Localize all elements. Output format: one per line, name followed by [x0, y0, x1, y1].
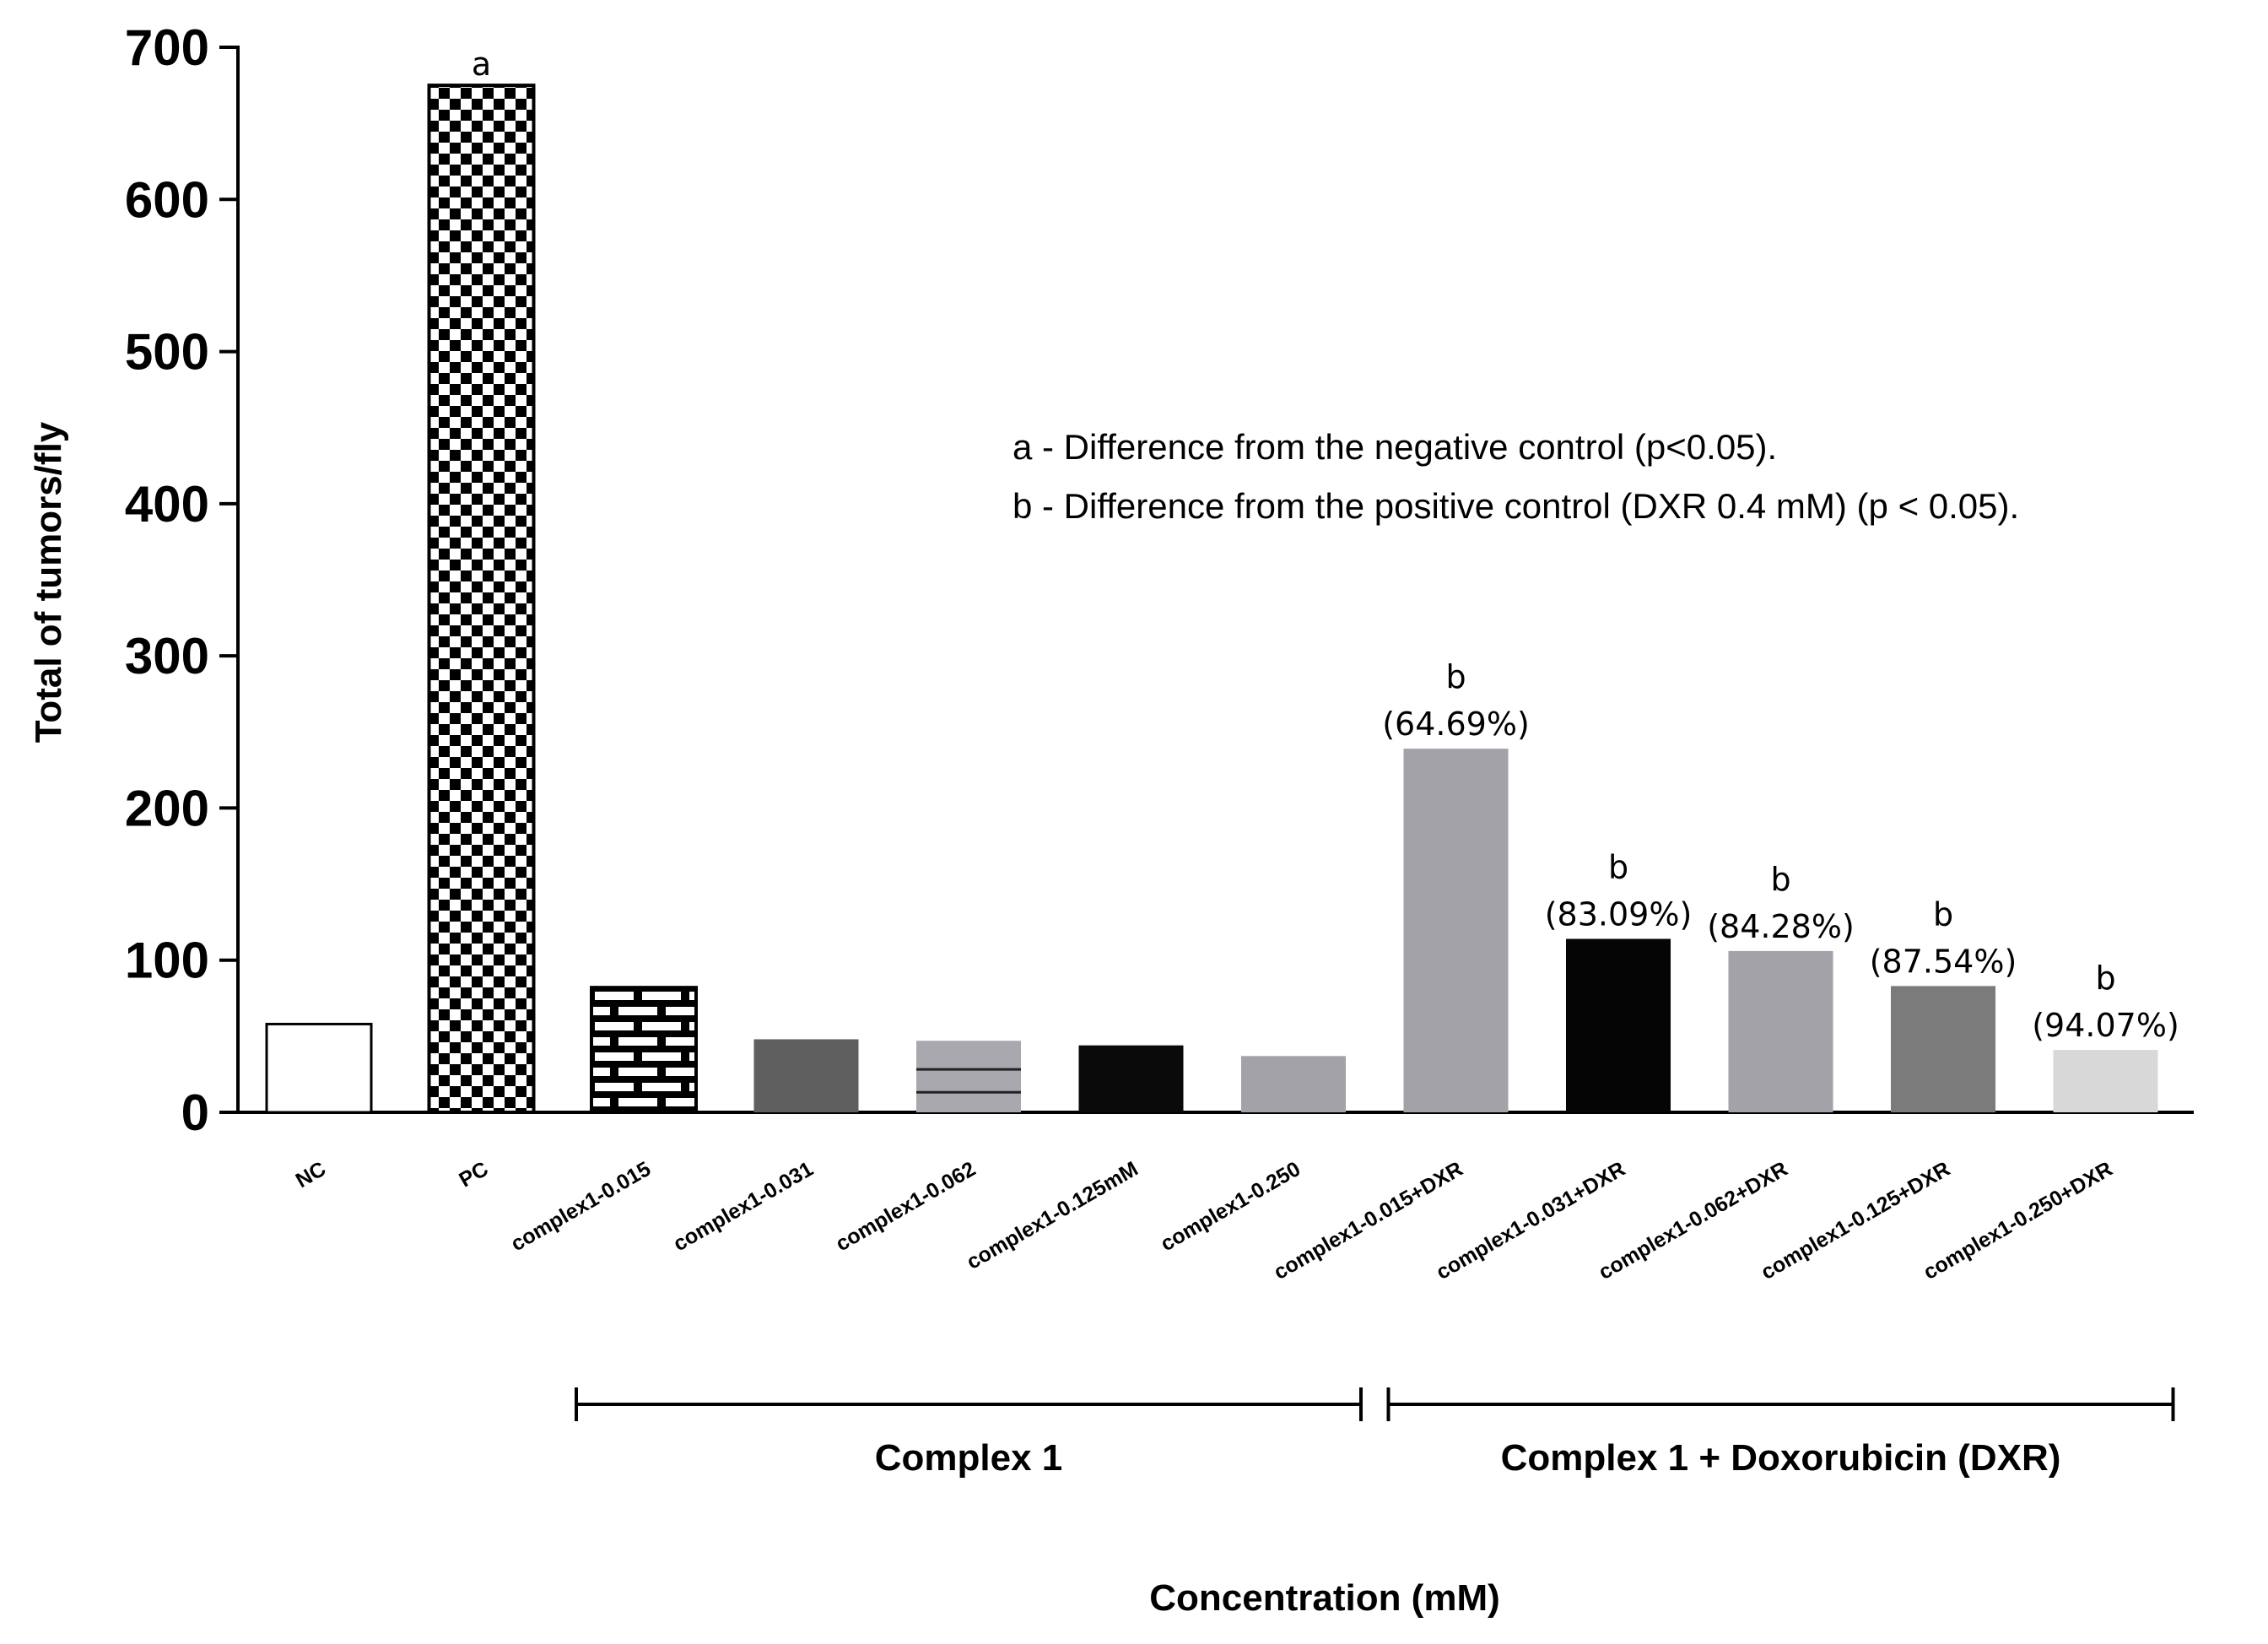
y-tick-label: 200	[125, 780, 209, 836]
legend-entry-b: b - Difference from the positive control…	[1012, 486, 2019, 526]
y-tick-label: 500	[125, 324, 209, 381]
x-tick-label: complex1-0.250	[1157, 1157, 1304, 1256]
bar-percent-label: (83.09%)	[1545, 895, 1693, 933]
y-tick-label: 400	[125, 476, 209, 533]
bar-significance-letter: b	[1608, 848, 1628, 885]
axes: 0 100 200 300 400 500 600 700	[125, 19, 2194, 1141]
y-tick-label: 700	[125, 19, 209, 76]
bar-complex1-0.031	[753, 1039, 859, 1112]
bar-complex1-0.125+DXR	[1891, 986, 1995, 1112]
bar-complex1-0.015	[590, 986, 698, 1115]
x-tick-label: complex1-0.125mM	[963, 1157, 1142, 1274]
group-label: Complex 1	[875, 1437, 1063, 1479]
bar-significance-letter: a	[472, 46, 491, 83]
bars	[265, 84, 2158, 1115]
bar-percent-label: (87.54%)	[1870, 943, 2017, 980]
y-tick-label: 0	[181, 1084, 209, 1141]
labels: NC PC complex1-0.015 complex1-0.031 complex1…	[292, 46, 2179, 1479]
y-tick-label: 100	[125, 933, 209, 989]
x-tick-label: NC	[292, 1157, 330, 1192]
x-axis-title: Concentration (mM)	[1149, 1577, 1500, 1619]
bar-complex1-0.015+DXR	[1403, 749, 1509, 1112]
y-tick-label: 600	[125, 171, 209, 228]
y-tick-label: 300	[125, 628, 209, 684]
bar-complex1-0.250+DXR	[2053, 1050, 2158, 1112]
bar-significance-letter: b	[1933, 895, 1953, 933]
bar-complex1-0.062+DXR	[1728, 950, 1833, 1112]
bar-complex1-0.250	[1241, 1056, 1346, 1112]
bar-percent-label: (84.28%)	[1707, 908, 1855, 945]
bar-complex1-0.062	[916, 1041, 1021, 1112]
bar-significance-letter: b	[1770, 861, 1790, 898]
x-tick-label: complex1-0.062	[832, 1157, 980, 1256]
group-label: Complex 1 + Doxorubicin (DXR)	[1501, 1437, 2061, 1479]
bar-complex1-0.031+DXR	[1566, 938, 1671, 1112]
x-tick-label: complex1-0.031	[669, 1157, 817, 1256]
bar-NC	[265, 1022, 373, 1114]
bar-percent-label: (94.07%)	[2032, 1007, 2179, 1044]
bar-PC	[427, 84, 536, 1115]
y-axis-title: Total of tumors/fly	[28, 421, 69, 743]
bar-significance-letter: b	[1445, 658, 1466, 695]
bar-significance-letter: b	[2095, 960, 2115, 997]
x-tick-label: complex1-0.015	[507, 1157, 655, 1256]
bar-percent-label: (64.69%)	[1382, 706, 1530, 743]
x-tick-label: PC	[455, 1157, 492, 1192]
bar-complex1-0.125mM	[1078, 1045, 1184, 1112]
legend-entry-a: a - Difference from the negative control…	[1012, 427, 1777, 467]
